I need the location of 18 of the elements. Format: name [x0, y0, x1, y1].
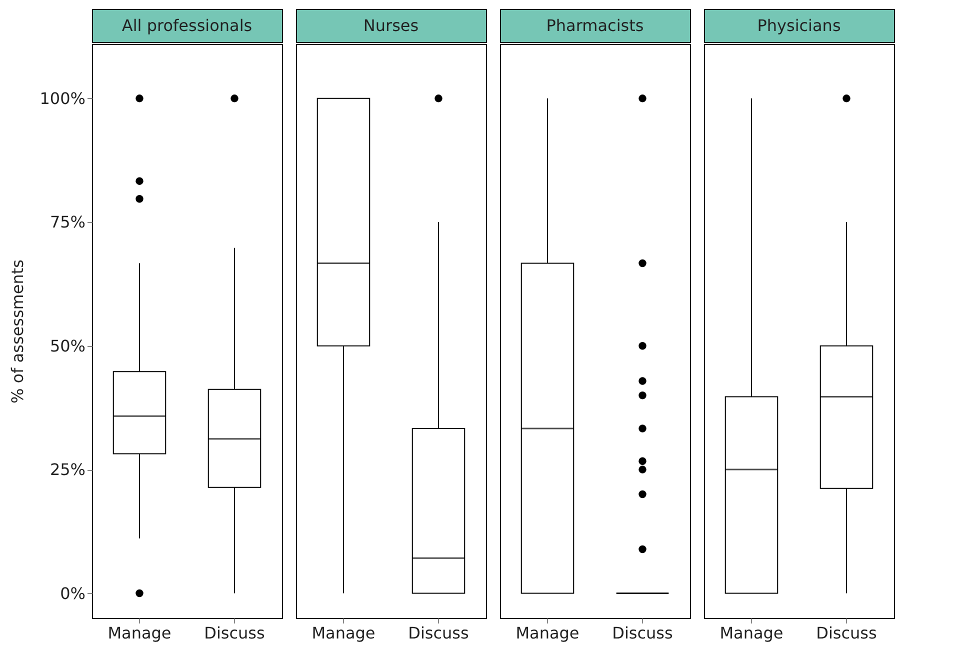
x-tick-label: Manage — [720, 624, 784, 642]
chart-title: Pharmacists — [546, 16, 644, 35]
x-tick-label: Manage — [516, 624, 580, 642]
x-tick-label: Discuss — [408, 624, 469, 642]
y-tick-label: 75% — [50, 212, 86, 232]
y-axis-title: % of assessments — [8, 260, 27, 404]
chart-title: All professionals — [122, 16, 252, 35]
x-tick-label: Discuss — [204, 624, 265, 642]
chart-title: Nurses — [363, 16, 419, 35]
y-tick-label: 0% — [60, 584, 86, 603]
x-tick-label: Manage — [312, 624, 376, 642]
y-tick-label: 50% — [50, 336, 86, 356]
y-tick-label: 25% — [50, 460, 86, 480]
x-tick-label: Manage — [108, 624, 172, 642]
chart-title: Physicians — [757, 16, 841, 35]
x-tick-label: Discuss — [612, 624, 673, 642]
y-tick-label: 100% — [40, 88, 86, 108]
x-tick-label: Discuss — [816, 624, 877, 642]
